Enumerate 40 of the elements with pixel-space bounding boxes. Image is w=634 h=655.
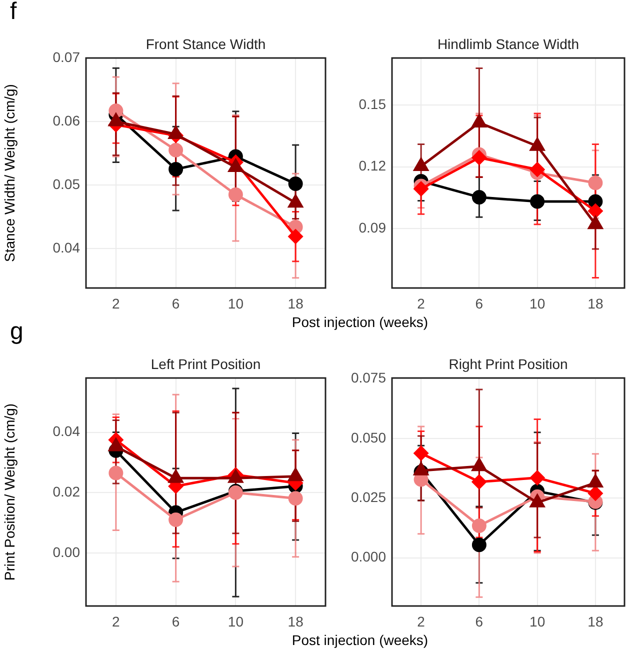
y-tick-label: 0.075: [350, 370, 386, 386]
x-tick-label: 18: [588, 613, 604, 630]
x-tick-label: 10: [530, 295, 546, 312]
chart-title: Front Stance Width: [146, 36, 266, 52]
y-tick-label: 0.15: [358, 96, 386, 112]
text: g: [10, 318, 24, 346]
y-tick-label: 0.09: [358, 219, 386, 236]
x-axis-title: Post injection (weeks): [290, 632, 430, 648]
text: f: [10, 0, 17, 26]
x-tick-label: 6: [475, 295, 484, 312]
x-tick-label: 10: [228, 295, 244, 312]
y-tick-label: 0.000: [350, 548, 386, 565]
y-axis-title: Print Position/ Weight (cm/g): [1, 403, 18, 581]
y-tick-label: 0.05: [52, 176, 80, 192]
chart-title: Hindlimb Stance Width: [437, 36, 580, 52]
y-tick-label: 0.00: [52, 544, 80, 560]
x-tick-label: 2: [417, 613, 426, 630]
y-tick-label: 0.12: [358, 158, 386, 174]
y-axis-title: Stance Width/ Weight (cm/g): [1, 84, 18, 262]
x-tick-label: 18: [288, 295, 304, 312]
x-tick-label: 2: [112, 613, 120, 630]
y-tick-label: 0.050: [350, 429, 386, 446]
x-tick-label: 6: [475, 613, 484, 630]
y-tick-label: 0.025: [350, 488, 386, 505]
x-tick-label: 6: [172, 613, 180, 630]
y-tick-label: 0.04: [52, 423, 80, 440]
x-tick-label: 18: [588, 295, 604, 312]
x-tick-label: 6: [172, 295, 180, 312]
y-tick-label: 0.07: [52, 48, 80, 65]
chart-title: Left Print Position: [150, 356, 261, 372]
x-axis-title: Post injection (weeks): [292, 314, 428, 330]
x-tick-label: 2: [417, 295, 426, 312]
y-tick-label: 0.02: [52, 483, 80, 500]
chart-title: Right Print Position: [448, 356, 568, 372]
x-tick-label: 2: [112, 295, 120, 312]
y-tick-label: 0.04: [52, 239, 80, 256]
y-tick-label: 0.06: [52, 112, 80, 128]
x-tick-label: 18: [288, 613, 304, 630]
x-tick-label: 10: [530, 613, 546, 630]
x-tick-label: 10: [228, 613, 244, 630]
